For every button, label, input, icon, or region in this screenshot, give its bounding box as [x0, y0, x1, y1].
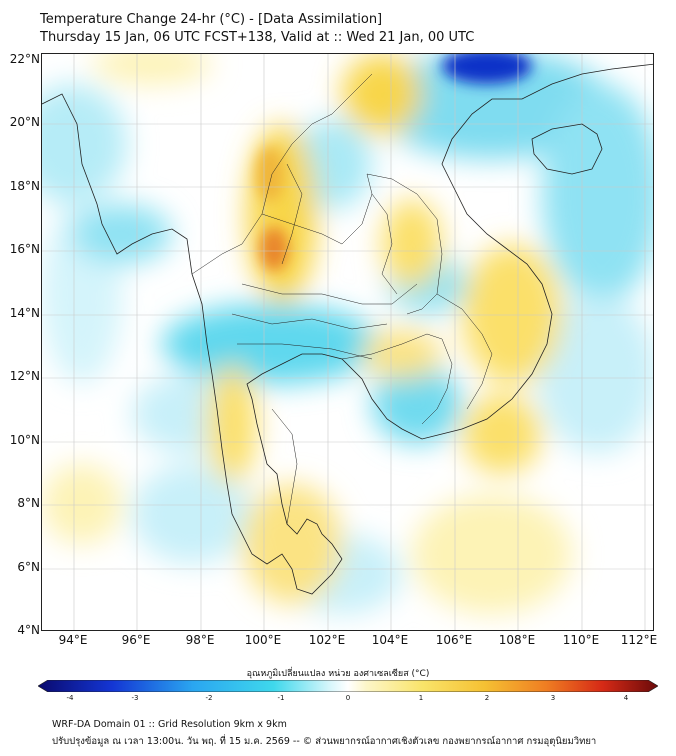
lat-label-4n: 4°N	[17, 623, 40, 637]
lon-label-100e: 100°E	[244, 633, 282, 647]
coastlines	[42, 63, 653, 595]
lon-label-96e: 96°E	[121, 633, 151, 647]
colorbar-tick: 4	[623, 694, 629, 702]
lon-label-98e: 98°E	[185, 633, 215, 647]
lon-label-108e: 108°E	[498, 633, 536, 647]
colorbar-tick: 2	[484, 694, 490, 702]
lat-label-10n: 10°N	[9, 433, 40, 447]
lon-label-106e: 106°E	[435, 633, 473, 647]
graticule	[42, 54, 653, 630]
lat-label-12n: 12°N	[9, 369, 40, 383]
lat-label-14n: 14°N	[9, 306, 40, 320]
map-subtitle: Thursday 15 Jan, 06 UTC FCST+138, Valid …	[40, 30, 475, 45]
lon-label-110e: 110°E	[562, 633, 600, 647]
lon-label-104e: 104°E	[371, 633, 409, 647]
colorbar-tick: 0	[345, 694, 351, 702]
colorbar-tick: -3	[131, 694, 139, 702]
colorbar	[38, 680, 658, 692]
temperature-change-map	[41, 53, 654, 631]
footer-credit: ปรับปรุงข้อมูล ณ เวลา 13:00น. วัน พฤ. ที…	[52, 736, 597, 747]
map-canvas	[42, 54, 653, 630]
lat-label-20n: 20°N	[9, 115, 40, 129]
colorbar-tick: 3	[550, 694, 556, 702]
footer-model-info: WRF-DA Domain 01 :: Grid Resolution 9km …	[52, 719, 287, 730]
colorbar-tick: -4	[66, 694, 74, 702]
hainan-island	[531, 123, 603, 175]
lat-label-6n: 6°N	[17, 560, 40, 574]
colorbar-tick: -1	[277, 694, 285, 702]
lon-label-94e: 94°E	[58, 633, 88, 647]
lat-label-16n: 16°N	[9, 242, 40, 256]
temperature-field	[42, 54, 653, 614]
admin-borders	[191, 73, 493, 525]
lon-label-112e: 112°E	[620, 633, 658, 647]
colorbar-title: อุณหภูมิเปลี่ยนแปลง หน่วย องศาเซลเซียส (…	[246, 669, 430, 679]
colorbar-tick: 1	[418, 694, 424, 702]
lon-label-102e: 102°E	[308, 633, 346, 647]
lat-label-18n: 18°N	[9, 179, 40, 193]
lat-label-22n: 22°N	[9, 52, 40, 66]
temperature-extremes	[256, 54, 532, 271]
colorbar-tick: -2	[205, 694, 213, 702]
map-title: Temperature Change 24-hr (°C) - [Data As…	[40, 12, 383, 27]
lat-label-8n: 8°N	[17, 496, 40, 510]
